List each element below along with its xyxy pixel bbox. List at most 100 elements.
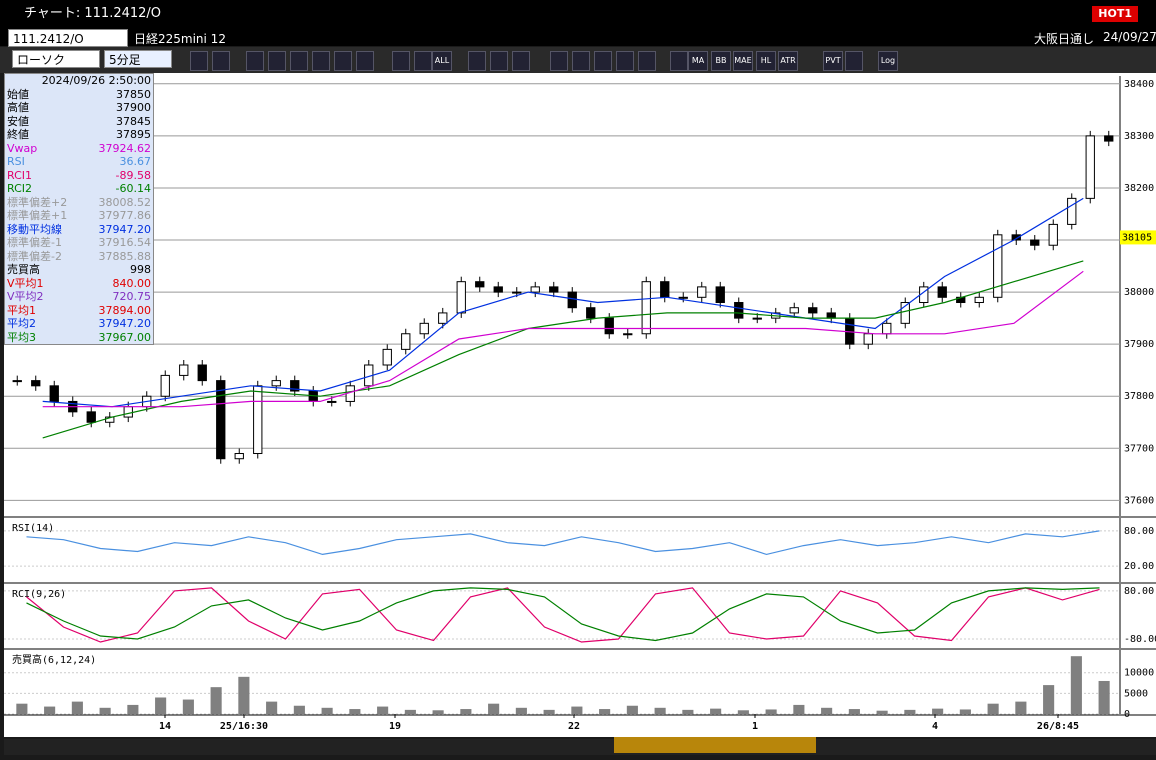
tool-icon[interactable] bbox=[334, 51, 352, 71]
tool-icon[interactable] bbox=[638, 51, 656, 71]
tool-icon[interactable] bbox=[572, 51, 590, 71]
y-tick-label: 0 bbox=[1124, 709, 1130, 720]
tool-icon[interactable] bbox=[392, 51, 410, 71]
tool-icon[interactable] bbox=[190, 51, 208, 71]
candle bbox=[1067, 197, 1077, 225]
volume-bar bbox=[488, 703, 500, 714]
info-label: 標準偏差-2 bbox=[7, 249, 62, 263]
candle bbox=[604, 317, 614, 335]
volume-bar bbox=[182, 699, 194, 714]
tool-icon[interactable] bbox=[312, 51, 330, 71]
info-row: 売買高 998 bbox=[5, 263, 153, 277]
volume-bar bbox=[293, 705, 305, 714]
info-row: 高値 37900 bbox=[5, 101, 153, 115]
volume-bar bbox=[404, 709, 416, 714]
candle bbox=[290, 380, 300, 392]
hot-button[interactable]: HOT1 bbox=[1092, 6, 1138, 22]
tool-icon[interactable] bbox=[212, 51, 230, 71]
y-tick-label: 5000 bbox=[1124, 688, 1148, 699]
tool-button[interactable]: HL bbox=[756, 51, 776, 71]
chart-type-select[interactable]: ローソク bbox=[12, 50, 100, 68]
candle bbox=[253, 385, 263, 455]
info-label: V平均2 bbox=[7, 290, 44, 303]
info-panel: 2024/09/26 2:50:00 始値 37850 高値 37900 安値 37845… bbox=[4, 73, 154, 345]
info-label: RCI2 bbox=[7, 182, 33, 195]
tool-button[interactable]: ALL bbox=[432, 51, 452, 71]
tool-icon[interactable] bbox=[490, 51, 508, 71]
tool-icon[interactable] bbox=[356, 51, 374, 71]
tool-icon[interactable] bbox=[845, 51, 863, 71]
info-row: V平均1 840.00 bbox=[5, 277, 153, 291]
tool-icon[interactable] bbox=[468, 51, 486, 71]
candle bbox=[586, 307, 596, 319]
tool-icon[interactable] bbox=[594, 51, 612, 71]
candle bbox=[179, 364, 189, 376]
candle bbox=[382, 348, 392, 366]
candle bbox=[882, 322, 892, 335]
volume-bar bbox=[460, 709, 472, 714]
volume-bar bbox=[599, 709, 611, 714]
tool-icon[interactable] bbox=[616, 51, 634, 71]
tool-button[interactable]: MAE bbox=[733, 51, 753, 71]
candle bbox=[1085, 135, 1095, 199]
tool-button[interactable]: BB bbox=[711, 51, 731, 71]
series-line bbox=[42, 197, 1084, 408]
volume-bar bbox=[765, 709, 777, 714]
tool-button[interactable]: MA bbox=[688, 51, 708, 71]
info-value: 840.00 bbox=[112, 276, 152, 290]
tool-icon[interactable] bbox=[290, 51, 308, 71]
info-label: 標準偏差+1 bbox=[7, 209, 68, 222]
price-label: 38105 bbox=[1122, 232, 1152, 243]
info-row: 終値 37895 bbox=[5, 128, 153, 142]
candle bbox=[475, 281, 485, 288]
candle bbox=[123, 406, 133, 418]
candle bbox=[826, 312, 836, 319]
candle bbox=[752, 317, 762, 320]
scrollbar[interactable] bbox=[4, 739, 1156, 755]
tool-icon[interactable] bbox=[550, 51, 568, 71]
y-tick-label: 37700 bbox=[1124, 443, 1154, 454]
info-label: 標準偏差-1 bbox=[7, 236, 62, 249]
volume-bar bbox=[349, 709, 361, 714]
volume-bar bbox=[127, 704, 139, 714]
info-value: 998 bbox=[130, 263, 151, 276]
tool-icon[interactable] bbox=[670, 51, 688, 71]
info-value: 37845 bbox=[116, 114, 151, 128]
candle bbox=[623, 333, 633, 336]
info-value: 37947.20 bbox=[98, 317, 152, 330]
tool-button[interactable]: ATR bbox=[778, 51, 798, 71]
period-select[interactable]: 5分足 bbox=[104, 50, 172, 68]
candle bbox=[160, 374, 170, 397]
info-date-row: 2024/09/26 2:50:00 bbox=[5, 74, 153, 88]
candle bbox=[863, 333, 873, 345]
info-row: 標準偏差-2 37885.88 bbox=[5, 250, 153, 264]
volume-bar bbox=[626, 705, 638, 714]
volume-bar bbox=[155, 697, 167, 714]
info-row: 標準偏差-1 37916.54 bbox=[5, 236, 153, 250]
volume-bar bbox=[266, 701, 278, 714]
info-date: 2024/09/26 2:50:00 bbox=[41, 74, 151, 87]
tool-button[interactable]: PVT bbox=[823, 51, 843, 71]
info-label: 平均2 bbox=[7, 317, 36, 330]
symbol-select[interactable]: 111.2412/O bbox=[8, 29, 128, 47]
y-tick-label: 38200 bbox=[1124, 183, 1154, 194]
y-tick-label: -80.00 bbox=[1124, 634, 1156, 645]
y-tick-label: 38000 bbox=[1124, 287, 1154, 298]
volume-bar bbox=[99, 707, 111, 714]
tool-icon[interactable] bbox=[414, 51, 432, 71]
candle bbox=[808, 307, 818, 314]
scroll-thumb[interactable] bbox=[614, 737, 816, 753]
volume-bar bbox=[959, 709, 971, 714]
info-value: 37924.62 bbox=[98, 141, 152, 155]
tool-icon[interactable] bbox=[268, 51, 286, 71]
tool-button[interactable]: Log bbox=[878, 51, 898, 71]
x-tick-label: 25/16:30 bbox=[220, 721, 268, 732]
tool-icon[interactable] bbox=[246, 51, 264, 71]
volume-bar bbox=[238, 676, 250, 714]
tool-icon[interactable] bbox=[512, 51, 530, 71]
candle bbox=[974, 296, 984, 304]
info-row: V平均2 720.75 bbox=[5, 290, 153, 304]
info-label: RSI bbox=[7, 155, 25, 168]
title-bar: チャート: 111.2412/O HOT1 bbox=[0, 0, 1156, 28]
x-tick-label: 19 bbox=[389, 721, 401, 732]
